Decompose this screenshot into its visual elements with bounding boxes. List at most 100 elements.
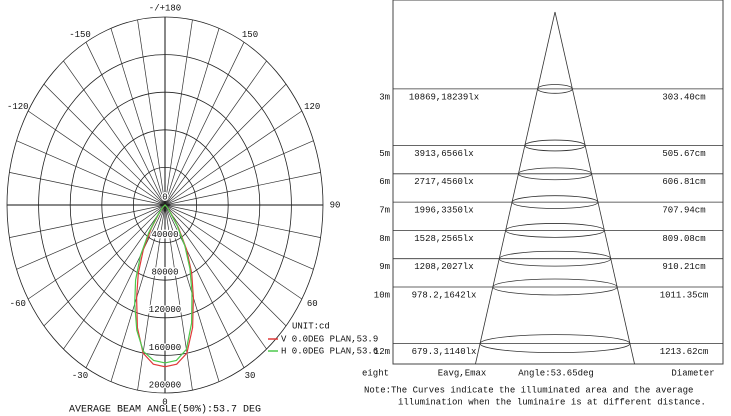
illuminance-label: 978.2,1642lx (412, 290, 477, 300)
spoke (164, 172, 321, 206)
height-label: 9m (379, 262, 390, 272)
light-spot (505, 223, 605, 238)
spoke (164, 60, 267, 206)
diameter-label: 809.08cm (662, 234, 705, 244)
spoke (164, 204, 303, 300)
header-diameter: Diameter (671, 368, 714, 378)
illuminance-label: 2717,4560lx (414, 177, 473, 187)
angle-tick-label: -150 (69, 30, 91, 40)
height-label: 3m (379, 92, 390, 102)
cone-edge (554, 11, 635, 365)
ring (101, 129, 229, 281)
light-spot (479, 334, 631, 353)
spoke (63, 204, 166, 350)
note-line: illumination when the luminaire is at di… (398, 397, 706, 407)
angle-tick-label: 60 (307, 299, 318, 309)
illuminance-label: 679.3,1140lx (412, 347, 477, 357)
ring (38, 54, 292, 356)
spoke (43, 204, 166, 327)
spoke (164, 42, 245, 206)
light-spot (524, 139, 586, 152)
angle-tick-label: 0 (162, 397, 167, 407)
spoke (164, 204, 245, 368)
diameter-label: 303.40cm (662, 92, 705, 102)
legend-label: H 0.0DEG PLAN,53.6 (281, 346, 378, 356)
angle-tick-label: -/+180 (149, 3, 181, 13)
light-spot (492, 278, 618, 296)
diameter-label: 505.67cm (662, 149, 705, 159)
height-label: 5m (379, 149, 390, 159)
spoke (164, 110, 303, 206)
r-tick-label: 120000 (149, 305, 181, 315)
ring (132, 166, 197, 243)
illuminance-label: 1208,2027lx (414, 262, 473, 272)
spoke (85, 42, 166, 206)
diameter-label: 606.81cm (662, 177, 705, 187)
height-label: 10m (374, 290, 390, 300)
r-tick-label: 0 (162, 192, 167, 202)
angle-tick-label: -120 (7, 102, 29, 112)
angle-tick-label: -60 (10, 299, 26, 309)
r-tick-label: 200000 (149, 380, 181, 390)
spoke (137, 19, 166, 206)
angle-tick-label: -30 (72, 371, 88, 381)
spoke (9, 172, 166, 206)
ring (6, 16, 324, 394)
intensity-curve (134, 204, 193, 364)
r-tick-label: 160000 (149, 343, 181, 353)
height-label: 8m (379, 234, 390, 244)
height-label: 12m (374, 347, 390, 357)
diameter-label: 1011.35cm (660, 290, 709, 300)
illuminance-label: 10869,18239lx (409, 92, 479, 102)
header-angle: Angle:53.65deg (518, 368, 594, 378)
legend-label: V 0.0DEG PLAN,53.9 (281, 334, 378, 344)
spoke (164, 19, 193, 206)
spoke (16, 140, 166, 206)
r-tick-label: 80000 (151, 268, 178, 278)
spoke (27, 204, 166, 300)
spoke (164, 28, 220, 206)
spoke (137, 204, 166, 391)
spoke (43, 83, 166, 206)
unit-label: UNIT:cd (292, 321, 330, 331)
note-line: Note:The Curves indicate the illuminated… (364, 385, 693, 395)
light-spot (537, 84, 573, 94)
spoke (164, 204, 287, 327)
cone-edge (475, 11, 556, 365)
angle-tick-label: 150 (242, 30, 258, 40)
spoke (164, 83, 287, 206)
height-label: 6m (379, 177, 390, 187)
header-height: eight (362, 368, 389, 378)
angle-tick-label: 120 (304, 102, 320, 112)
spoke (110, 28, 166, 206)
cone-panel (392, 0, 724, 365)
spoke (164, 204, 321, 238)
spoke (9, 204, 166, 238)
ring (69, 91, 261, 319)
spoke (110, 204, 166, 382)
angle-tick-label: 30 (245, 371, 256, 381)
diameter-label: 1213.62cm (660, 347, 709, 357)
diameter-label: 910.21cm (662, 262, 705, 272)
spoke (164, 204, 314, 270)
light-spot (518, 167, 592, 181)
illuminance-label: 1528,2565lx (414, 234, 473, 244)
header-illuminance: Eavg,Emax (438, 368, 487, 378)
light-spot (511, 195, 599, 209)
illuminance-label: 1996,3350lx (414, 205, 473, 215)
diameter-label: 707.94cm (662, 205, 705, 215)
illuminance-label: 3913,6566lx (414, 149, 473, 159)
angle-tick-label: 90 (330, 200, 341, 210)
spoke (63, 60, 166, 206)
height-label: 7m (379, 205, 390, 215)
spoke (164, 140, 314, 206)
spoke (27, 110, 166, 206)
spoke (85, 204, 166, 368)
spoke (164, 204, 267, 350)
spoke (16, 204, 166, 270)
polar-footer: AVERAGE BEAM ANGLE(50%):53.7 DEG (69, 404, 261, 416)
light-spot (498, 250, 612, 267)
r-tick-label: 40000 (151, 230, 178, 240)
spoke (164, 204, 193, 391)
